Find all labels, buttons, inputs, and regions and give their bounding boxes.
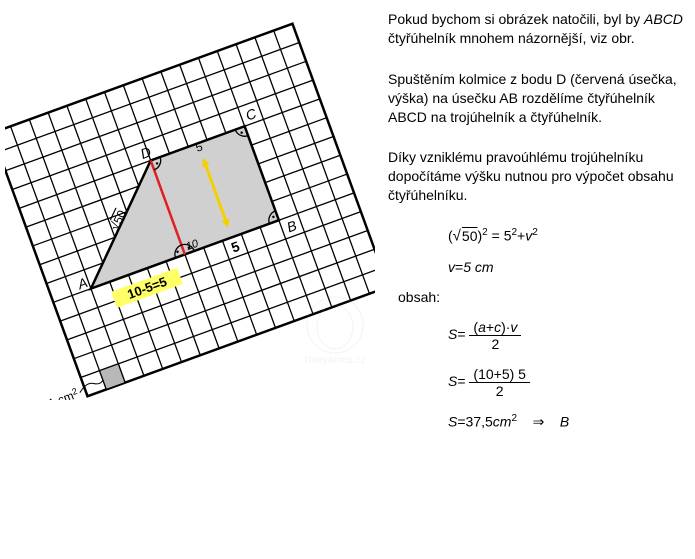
paragraph-3: Díky vzniklému pravoúhlému trojúhelníku … bbox=[388, 148, 683, 205]
equation-pythagoras: (√50)2 = 52+v2 bbox=[448, 227, 683, 245]
equation-result: S=37,5cm2 ⇒ B bbox=[448, 413, 683, 431]
watermark: NovýAmos.cz bbox=[290, 285, 380, 378]
equation-v: v=5 cm bbox=[448, 259, 683, 275]
equation-area-formula: S= (a+c)·v 2 bbox=[448, 319, 683, 352]
paragraph-2: Spuštěním kolmice z bodu D (červená úseč… bbox=[388, 70, 683, 127]
obsah-label: obsah: bbox=[398, 289, 683, 305]
paragraph-1: Pokud bychom si obrázek natočili, byl by… bbox=[388, 10, 683, 48]
equation-area-numeric: S= (10+5) 5 2 bbox=[448, 366, 683, 399]
svg-text:1 cm2: 1 cm2 bbox=[46, 386, 80, 400]
svg-text:NovýAmos.cz: NovýAmos.cz bbox=[304, 355, 365, 366]
explanation-column: Pokud bychom si obrázek natočili, byl by… bbox=[388, 10, 683, 444]
